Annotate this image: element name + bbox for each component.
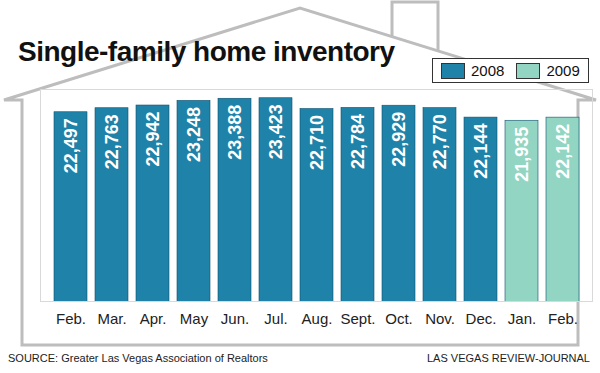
svg-text:22,497: 22,497 [61,118,81,173]
svg-text:Feb.: Feb. [56,310,86,327]
svg-text:Feb.: Feb. [548,310,578,327]
svg-text:22,710: 22,710 [307,115,327,170]
html-text:2009: 2009 [546,62,580,79]
svg-text:May: May [180,310,209,327]
svg-text:Nov.: Nov. [425,310,455,327]
html-text:SOURCE: Greater Las Vegas Asso: SOURCE: Greater Las Vegas Association of… [8,352,268,364]
svg-text:22,770: 22,770 [430,114,450,169]
svg-text:Jan.: Jan. [508,310,536,327]
svg-text:Jun.: Jun. [221,310,249,327]
svg-text:22,942: 22,942 [143,112,163,167]
html-text:LAS VEGAS REVIEW-JOURNAL: LAS VEGAS REVIEW-JOURNAL [427,352,590,364]
svg-text:21,935: 21,935 [512,127,532,182]
svg-text:23,388: 23,388 [225,105,245,160]
svg-text:Oct.: Oct. [385,310,413,327]
svg-text:Sept.: Sept. [340,310,375,327]
html-text:Single-family home inventory: Single-family home inventory [18,36,395,67]
svg-text:22,144: 22,144 [471,124,491,179]
svg-text:Aug.: Aug. [302,310,333,327]
html-text:2008: 2008 [471,62,505,79]
svg-text:23,248: 23,248 [184,107,204,162]
svg-text:Dec.: Dec. [466,310,497,327]
svg-text:23,423: 23,423 [266,104,286,159]
svg-text:22,763: 22,763 [102,114,122,169]
svg-text:22,784: 22,784 [348,114,368,169]
svg-text:Apr.: Apr. [140,310,167,327]
svg-text:22,929: 22,929 [389,112,409,167]
svg-text:22,142: 22,142 [553,124,573,179]
svg-text:Mar.: Mar. [97,310,126,327]
svg-text:Jul.: Jul. [264,310,287,327]
